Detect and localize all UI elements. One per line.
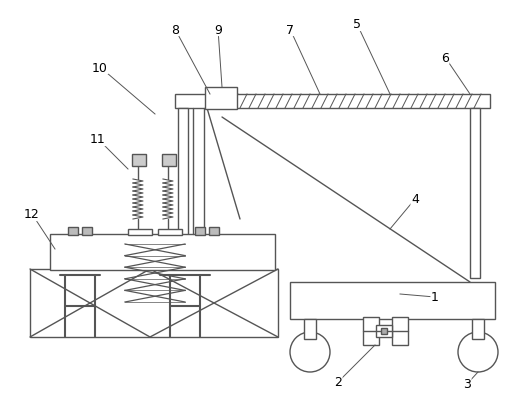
Text: 6: 6 [441, 52, 449, 64]
Bar [470, 109, 480, 278]
Circle shape [458, 332, 498, 372]
Bar [195, 227, 205, 236]
Text: 8: 8 [171, 23, 179, 36]
Bar [290, 282, 495, 319]
Bar [175, 95, 490, 109]
Bar [178, 109, 188, 278]
Text: 3: 3 [463, 378, 471, 391]
Text: 4: 4 [411, 193, 419, 206]
Circle shape [290, 332, 330, 372]
Text: 11: 11 [90, 133, 106, 146]
Bar [158, 229, 182, 236]
Text: 7: 7 [286, 23, 294, 36]
Bar [472, 319, 484, 339]
Bar [132, 155, 146, 166]
Bar [363, 317, 379, 345]
Bar [82, 227, 92, 236]
Text: 9: 9 [214, 23, 222, 36]
Bar [50, 234, 275, 270]
Bar [30, 270, 278, 337]
Text: 5: 5 [353, 18, 361, 31]
Text: 2: 2 [334, 375, 342, 389]
Bar [209, 227, 219, 236]
Bar [68, 227, 78, 236]
Bar [128, 229, 152, 236]
Bar [304, 319, 316, 339]
Bar [205, 88, 237, 110]
Bar [392, 317, 408, 345]
Bar [381, 328, 387, 334]
Text: 1: 1 [431, 291, 439, 304]
Text: 10: 10 [92, 61, 108, 74]
Bar [162, 155, 176, 166]
Text: 12: 12 [24, 208, 40, 221]
Bar [376, 325, 392, 337]
